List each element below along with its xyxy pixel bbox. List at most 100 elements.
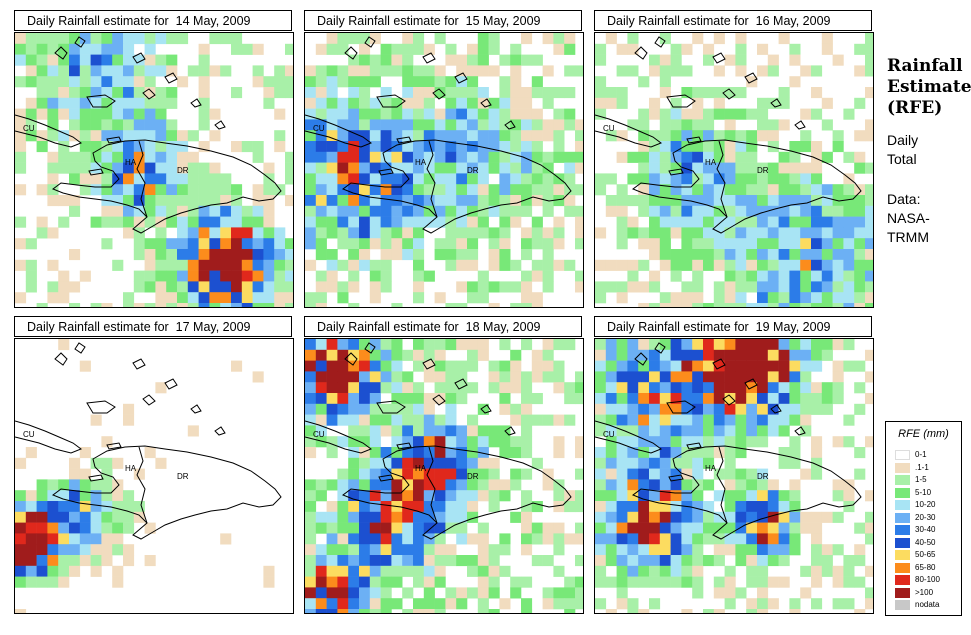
rainfall-map[interactable]: CU HA DR	[304, 32, 584, 308]
rainfall-cell	[380, 425, 392, 437]
rainfall-cell	[670, 130, 682, 142]
rainfall-map[interactable]: CU HA DR	[594, 32, 874, 308]
rainfall-cell	[348, 162, 360, 174]
rainfall-cell	[434, 76, 446, 88]
rainfall-cell	[423, 151, 435, 163]
rainfall-cell	[402, 54, 414, 66]
rainfall-cell	[703, 249, 715, 261]
rainfall-cell	[252, 292, 264, 304]
rainfall-cell	[434, 479, 446, 491]
rainfall-cell	[595, 414, 607, 426]
rainfall-cell	[467, 76, 479, 88]
rainfall-cell	[616, 414, 628, 426]
rainfall-cell	[263, 76, 275, 88]
legend-swatch	[895, 487, 910, 498]
rainfall-cell	[564, 65, 576, 77]
rainfall-cell	[542, 87, 554, 99]
rainfall-cell	[305, 173, 317, 185]
rainfall-cell	[198, 227, 210, 239]
rainfall-cell	[434, 598, 446, 610]
rainfall-cell	[670, 259, 682, 271]
rainfall-cell	[767, 130, 779, 142]
rainfall-cell	[380, 227, 392, 239]
rainfall-cell	[434, 141, 446, 153]
rainfall-cell	[423, 371, 435, 383]
rainfall-cell	[423, 544, 435, 556]
rainfall-cell	[348, 173, 360, 185]
rainfall-cell	[369, 151, 381, 163]
rainfall-cell	[348, 249, 360, 261]
rainfall-cell	[315, 522, 327, 534]
rainfall-cell	[101, 479, 113, 491]
rainfall-cell	[402, 447, 414, 459]
rainfall-cell	[445, 76, 457, 88]
rainfall-cell	[456, 195, 468, 207]
rainfall-cell	[757, 576, 769, 588]
rainfall-cell	[337, 43, 349, 55]
rainfall-cell	[187, 216, 199, 228]
rainfall-map[interactable]: CU HA DR	[14, 32, 294, 308]
rainfall-cell	[789, 151, 801, 163]
country-label-dominican-republic: DR	[757, 166, 769, 175]
rainfall-map[interactable]: CU HA DR	[14, 338, 294, 614]
coastline	[51, 445, 282, 540]
rainfall-cell	[209, 130, 221, 142]
rainfall-cell	[305, 587, 317, 599]
rainfall-cell	[133, 270, 145, 282]
rainfall-cell	[510, 371, 522, 383]
rainfall-cell	[241, 259, 253, 271]
rainfall-cell	[369, 598, 381, 610]
rainfall-cell	[348, 382, 360, 394]
rainfall-cell	[800, 216, 812, 228]
rainfall-map[interactable]: CU HA DR	[304, 338, 584, 614]
rainfall-cell	[800, 141, 812, 153]
rainfall-cell	[521, 108, 533, 120]
rainfall-cell	[638, 108, 650, 120]
rainfall-cell	[315, 609, 327, 613]
rainfall-cell	[670, 205, 682, 217]
rainfall-cell	[681, 141, 693, 153]
rainfall-cell	[746, 108, 758, 120]
rainfall-cell	[605, 130, 617, 142]
rainfall-cell	[15, 565, 27, 577]
rainfall-cell	[605, 576, 617, 588]
rainfall-cell	[263, 184, 275, 196]
rainfall-cell	[811, 162, 823, 174]
rainfall-cell	[369, 195, 381, 207]
rainfall-cell	[380, 522, 392, 534]
rainfall-cell	[155, 54, 167, 66]
rainfall-cell	[326, 501, 338, 513]
rainfall-cell	[692, 414, 704, 426]
rainfall-cell	[391, 468, 403, 480]
rainfall-cell	[595, 598, 607, 610]
rainfall-cell	[499, 205, 511, 217]
rainfall-map[interactable]: CU HA DR	[594, 338, 874, 614]
rainfall-cell	[735, 501, 747, 513]
rainfall-cell	[423, 511, 435, 523]
rainfall-cell	[477, 522, 489, 534]
rainfall-cell	[649, 238, 661, 250]
rainfall-cell	[670, 227, 682, 239]
rainfall-cell	[510, 511, 522, 523]
rainfall-cell	[133, 108, 145, 120]
rainfall-cell	[789, 382, 801, 394]
rainfall-cell	[413, 522, 425, 534]
rainfall-cell	[649, 511, 661, 523]
rainfall-cell	[713, 414, 725, 426]
rainfall-cell	[724, 414, 736, 426]
rainfall-cell	[326, 249, 338, 261]
rainfall-cell	[101, 43, 113, 55]
rainfall-cell	[369, 447, 381, 459]
rainfall-cell	[542, 33, 554, 45]
rainfall-cell	[133, 195, 145, 207]
rainfall-cell	[638, 468, 650, 480]
rainfall-cell	[649, 249, 661, 261]
rainfall-cell	[15, 259, 27, 271]
rainfall-cell	[337, 65, 349, 77]
rainfall-cell	[359, 598, 371, 610]
rainfall-cell	[488, 490, 500, 502]
rainfall-cell	[499, 371, 511, 383]
rainfall-cell	[166, 65, 178, 77]
rainfall-cell	[456, 371, 468, 383]
rainfall-cell	[499, 403, 511, 415]
